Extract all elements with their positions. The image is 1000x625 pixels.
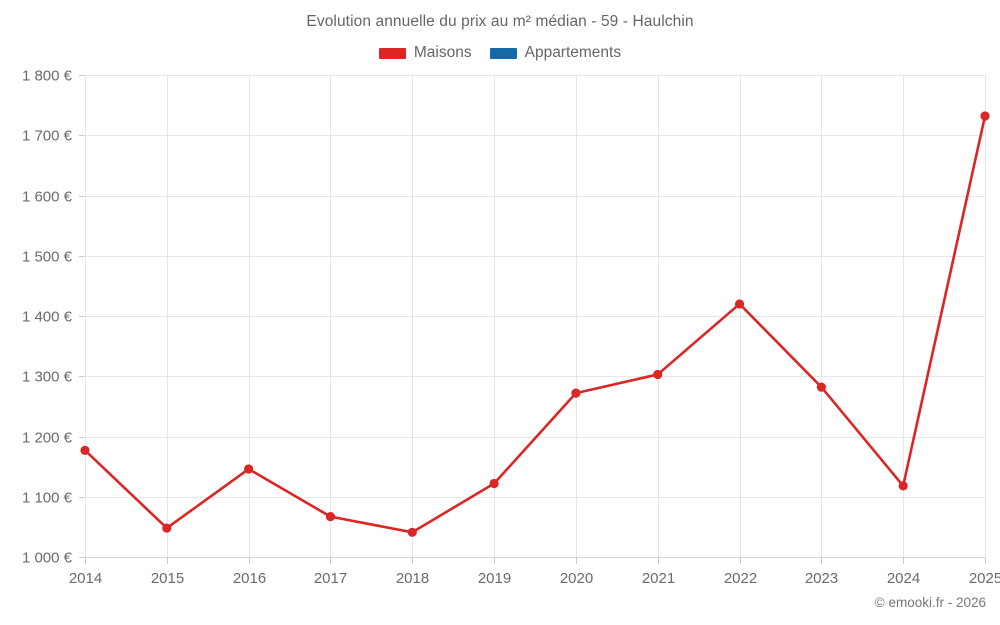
y-axis-tick-label: 1 600 €: [22, 189, 73, 206]
credit-footer: © emooki.fr - 2026: [874, 595, 986, 610]
series-lines: [83, 114, 987, 534]
y-axis-tick-label: 1 000 €: [22, 550, 73, 567]
x-axis-tick-label: 2022: [724, 570, 757, 587]
y-axis-tick-label: 1 300 €: [22, 369, 73, 386]
legend-swatch-appartements: [489, 47, 517, 59]
data-point-marker[interactable]: [734, 299, 745, 309]
x-axis-tick-label: 2015: [151, 570, 184, 587]
data-point-marker[interactable]: [80, 445, 90, 455]
data-point-marker[interactable]: [325, 512, 336, 522]
data-point-marker[interactable]: [653, 369, 663, 380]
data-point-marker[interactable]: [898, 481, 908, 491]
x-axis-tick-label: 2020: [560, 570, 593, 587]
data-point-marker[interactable]: [162, 523, 172, 533]
chart-title: Evolution annuelle du prix au m² médian …: [306, 13, 694, 30]
series-line-maisons: [83, 114, 987, 534]
x-axis-tick-label: 2014: [69, 570, 102, 587]
y-axis-tick-label: 1 400 €: [22, 309, 73, 326]
legend-item-maisons[interactable]: Maisons: [378, 44, 472, 62]
x-axis-tick-label: 2024: [887, 570, 920, 587]
legend-swatch-maisons: [378, 47, 406, 59]
y-axis-ticks: 1 000 € 1 100 € 1 200 € 1 300 € 1 400 € 1 500…: [22, 68, 85, 567]
y-axis-tick-label: 1 200 €: [22, 430, 73, 447]
y-axis-tick-label: 1 700 €: [22, 128, 73, 145]
x-axis-tick-label: 2021: [642, 570, 675, 587]
data-point-marker[interactable]: [816, 382, 826, 392]
series-markers: [80, 111, 990, 537]
x-axis-tick-label: 2017: [314, 570, 347, 587]
legend-label-appartements: Appartements: [524, 44, 622, 61]
legend-label-maisons: Maisons: [413, 44, 472, 61]
x-axis-ticks: 2014 2015 2016 2017 2018 2019 2020 2021 2022 2023…: [69, 557, 1000, 587]
data-point-marker[interactable]: [489, 478, 499, 489]
y-axis-tick-label: 1 800 €: [22, 68, 73, 85]
x-axis-tick-label: 2025: [969, 570, 1000, 587]
y-axis-tick-label: 1 500 €: [22, 249, 73, 266]
x-axis-tick-label: 2016: [233, 570, 266, 587]
data-point-marker[interactable]: [980, 111, 990, 121]
x-axis-tick-label: 2018: [396, 570, 429, 587]
x-axis-tick-label: 2023: [805, 570, 838, 587]
x-axis-tick-label: 2019: [478, 570, 511, 587]
chart-legend: Maisons Appartements: [0, 44, 1000, 62]
data-point-marker[interactable]: [571, 388, 581, 398]
data-point-marker[interactable]: [407, 527, 417, 537]
legend-item-appartements[interactable]: Appartements: [489, 44, 622, 62]
y-axis-tick-label: 1 100 €: [22, 490, 73, 507]
data-point-marker[interactable]: [244, 464, 254, 474]
grid-lines: [85, 75, 986, 558]
